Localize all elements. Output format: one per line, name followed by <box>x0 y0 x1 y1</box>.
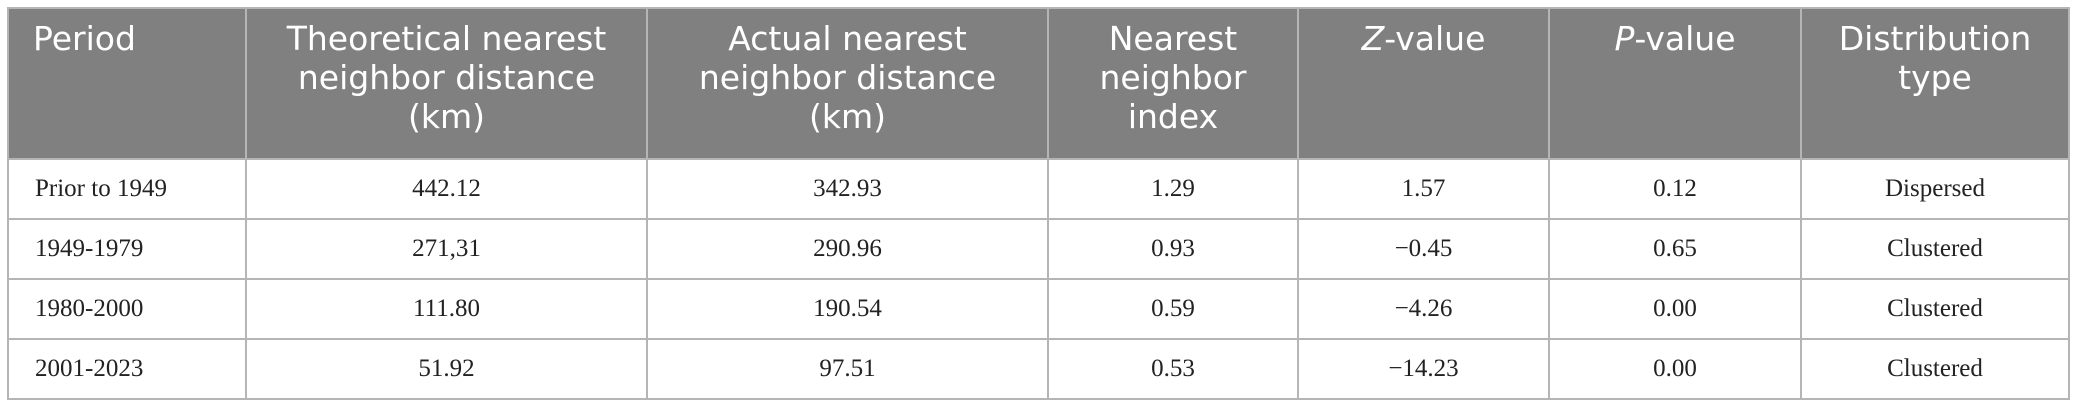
header-cell: Period <box>7 7 247 160</box>
table-row: 1949-1979 271,31 290.96 0.93 −0.45 0.65 Cluste… <box>7 218 2070 280</box>
header-text: -value <box>1384 19 1486 58</box>
table-cell: 0.12 <box>1548 158 1802 220</box>
table-cell: Prior to 1949 <box>7 158 247 220</box>
header-text: -value <box>1634 19 1736 58</box>
table-cell: Clustered <box>1800 218 2070 280</box>
table-cell: 271,31 <box>245 218 648 280</box>
header-cell: Z-value <box>1297 7 1550 160</box>
table-cell: 1.29 <box>1047 158 1299 220</box>
table-cell: Clustered <box>1800 278 2070 340</box>
table-cell: 0.53 <box>1047 338 1299 400</box>
header-cell: Nearest neighbor index <box>1047 7 1299 160</box>
table-cell: −0.45 <box>1297 218 1550 280</box>
table-cell: −14.23 <box>1297 338 1550 400</box>
table-cell: 2001-2023 <box>7 338 247 400</box>
header-cell: P-value <box>1548 7 1802 160</box>
table-row: 1980-2000 111.80 190.54 0.59 −4.26 0.00 Cluste… <box>7 278 2070 340</box>
table-cell: 0.00 <box>1548 338 1802 400</box>
table-cell: 0.59 <box>1047 278 1299 340</box>
table-cell: 111.80 <box>245 278 648 340</box>
table-cell: 1949-1979 <box>7 218 247 280</box>
table-cell: 290.96 <box>646 218 1049 280</box>
header-cell: Distribution type <box>1800 7 2070 160</box>
table-cell: −4.26 <box>1297 278 1550 340</box>
table-cell: 342.93 <box>646 158 1049 220</box>
header-emphasis: P <box>1614 19 1635 58</box>
table-cell: 1.57 <box>1297 158 1550 220</box>
header-emphasis: Z <box>1361 19 1385 58</box>
table-cell: 442.12 <box>245 158 648 220</box>
data-table: Period Theoretical nearest neighbor dista… <box>7 7 2070 400</box>
table-row: Prior to 1949 442.12 342.93 1.29 1.57 0.12 Dis… <box>7 158 2070 220</box>
table-row: 2001-2023 51.92 97.51 0.53 −14.23 0.00 Cluster… <box>7 338 2070 400</box>
header-cell: Theoretical nearest neighbor distance (k… <box>245 7 648 160</box>
table-cell: 0.93 <box>1047 218 1299 280</box>
header-row: Period Theoretical nearest neighbor dista… <box>7 7 2070 160</box>
table-cell: 97.51 <box>646 338 1049 400</box>
table-body: Prior to 1949 442.12 342.93 1.29 1.57 0.12 Dis… <box>7 158 2070 400</box>
header-cell: Actual nearest neighbor distance (km) <box>646 7 1049 160</box>
table-cell: 190.54 <box>646 278 1049 340</box>
table-wrapper: Period Theoretical nearest neighbor dista… <box>7 7 2070 400</box>
table-cell: Clustered <box>1800 338 2070 400</box>
table-cell: Dispersed <box>1800 158 2070 220</box>
table-cell: 0.00 <box>1548 278 1802 340</box>
table-cell: 0.65 <box>1548 218 1802 280</box>
table-cell: 51.92 <box>245 338 648 400</box>
table-cell: 1980-2000 <box>7 278 247 340</box>
